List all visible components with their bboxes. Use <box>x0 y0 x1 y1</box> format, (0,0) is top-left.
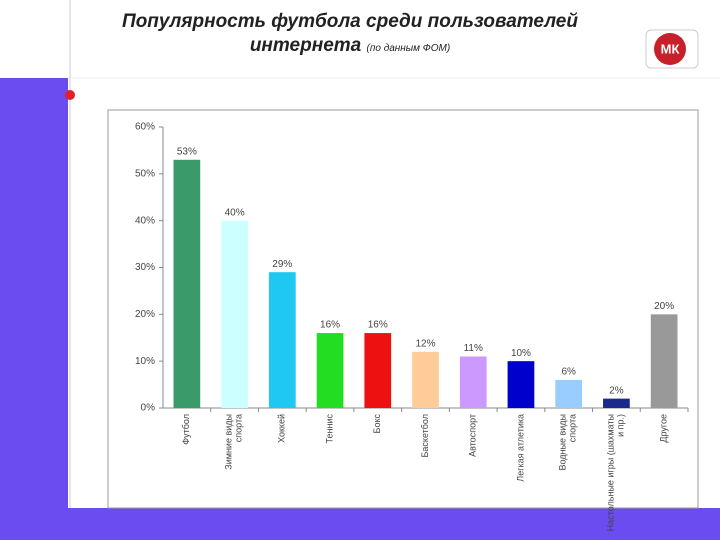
subtitle: (по данным ФОМ) <box>366 43 451 54</box>
y-tick-label: 50% <box>135 168 155 179</box>
x-tick-label: Баскетбол <box>420 414 430 458</box>
plot-frame <box>107 109 699 509</box>
y-tick-label: 40% <box>135 215 155 226</box>
value-label: 16% <box>320 320 340 331</box>
value-label: 12% <box>415 338 435 349</box>
title-text: Популярность футбола среди пользователей… <box>122 11 578 56</box>
bar <box>173 159 201 408</box>
x-tick-label: Теннис <box>324 414 334 444</box>
value-label: 29% <box>272 259 292 270</box>
bar <box>412 351 439 408</box>
value-label: 6% <box>561 367 576 378</box>
x-tick-label: Водные виды спорта <box>558 414 578 471</box>
x-tick-label: Автоспорт <box>468 414 478 457</box>
bar <box>459 356 487 408</box>
x-tick-label: Настольные игры (шахматы и пр.) <box>606 414 626 531</box>
x-tick-label: Зимние виды спорта <box>224 414 244 470</box>
value-label: 20% <box>654 301 674 312</box>
bottom-band-right <box>68 508 720 540</box>
side-band <box>0 78 68 540</box>
value-label: 40% <box>225 207 245 218</box>
bar <box>316 333 344 408</box>
bar <box>364 333 392 408</box>
y-tick-label: 0% <box>141 403 156 414</box>
logo: МК <box>661 41 680 56</box>
value-label: 10% <box>511 348 531 359</box>
value-label: 16% <box>368 320 388 331</box>
bar <box>555 379 583 408</box>
y-tick-label: 10% <box>135 356 155 367</box>
value-label: 53% <box>177 146 197 157</box>
bar <box>603 398 630 408</box>
chart-title: Популярность футбола среди пользователей… <box>100 10 600 61</box>
bar <box>268 272 296 408</box>
dot <box>65 90 75 100</box>
value-label: 2% <box>609 385 624 396</box>
y-tick-label: 60% <box>135 122 155 133</box>
logo-circle <box>654 33 686 65</box>
x-tick-label: Другое <box>659 414 669 443</box>
x-tick-label: Хоккей <box>277 414 287 443</box>
bar <box>221 220 248 408</box>
x-tick-label: Футбол <box>181 414 191 445</box>
y-tick-label: 30% <box>135 262 155 273</box>
value-label: 11% <box>464 343 483 354</box>
x-tick-label: Легкая атлетика <box>515 414 525 482</box>
x-tick-label: Бокс <box>372 414 382 434</box>
bar <box>507 361 535 408</box>
bar <box>650 314 678 408</box>
y-tick-label: 20% <box>135 309 155 320</box>
